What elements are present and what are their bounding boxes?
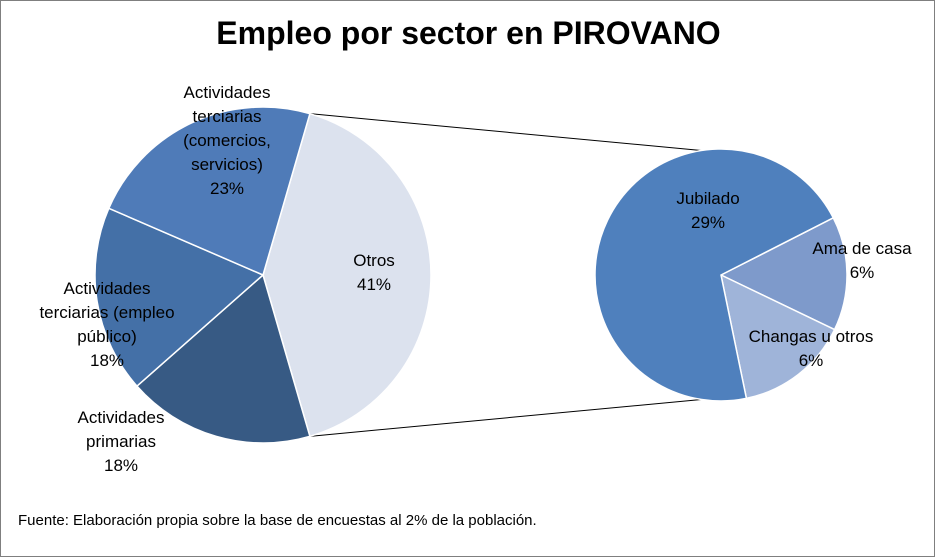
connector-lines [309,113,702,437]
main-pie-slice-comercios [107,106,311,277]
main-pie-slice-primarias [135,273,311,444]
slice-label-empleo-publico: Actividades terciarias (empleo público) 18% [39,279,174,370]
connector-line-bottom [309,398,702,437]
slice-label-jubilado: Jubilado 29% [676,189,739,232]
slice-labels: Otros 41% Actividades primarias 18% Actividad… [39,83,912,475]
main-pie-slice-otros [262,112,432,438]
secondary-pie-slice-ama-de-casa [719,216,848,331]
slice-label-changas: Changas u otros 6% [749,327,874,370]
slice-label-comercios: Actividades terciarias (comercios, servicio… [183,83,271,198]
main-pie [94,106,432,444]
secondary-pie [594,148,848,402]
slice-label-primarias: Actividades primarias 18% [78,408,165,475]
slice-label-ama-de-casa: Ama de casa 6% [812,239,912,282]
connector-line-top [309,113,702,152]
secondary-pie-slice-jubilado [594,148,835,402]
chart-title: Empleo por sector en PIROVANO [216,15,721,51]
slice-label-otros: Otros 41% [353,251,395,294]
source-note: Fuente: Elaboración propia sobre la base… [18,512,537,529]
main-pie-slice-empleo-publico [94,207,265,388]
secondary-pie-slice-changas [719,273,836,400]
